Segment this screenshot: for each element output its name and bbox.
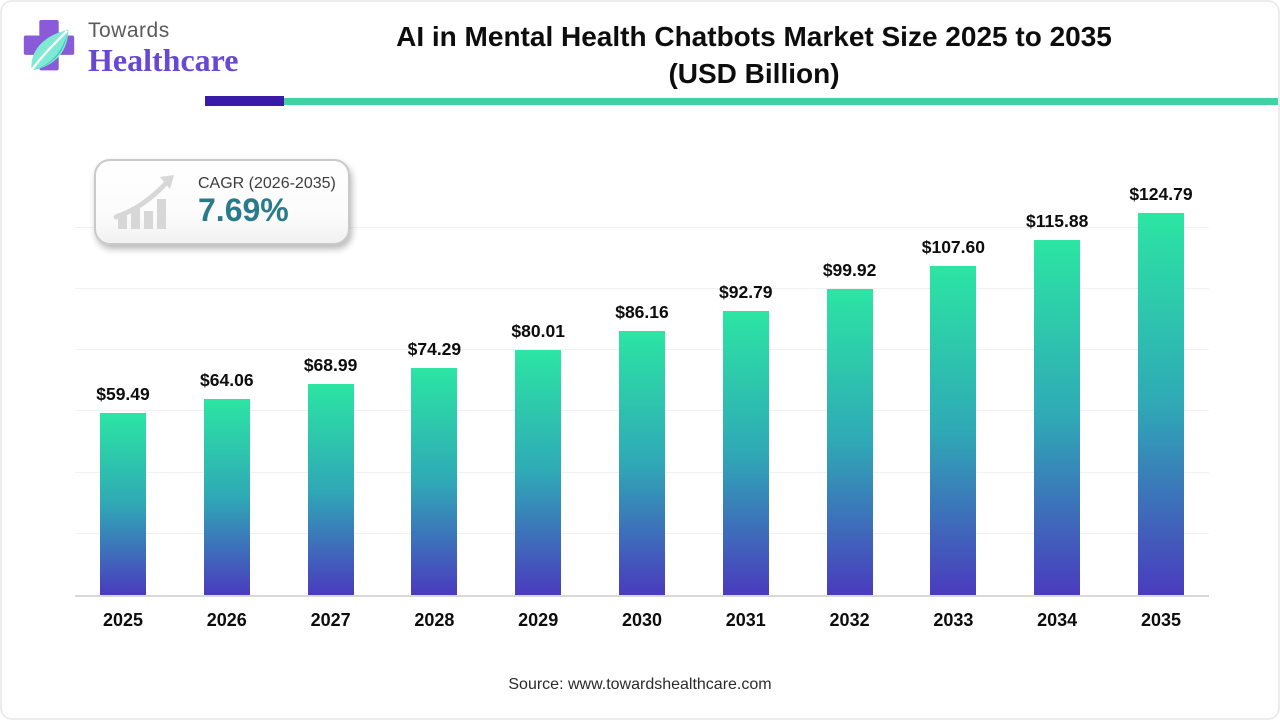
logo-cross-leaf-icon [23, 19, 75, 72]
bar [100, 412, 146, 595]
logo-towards-label: Towards [88, 19, 170, 43]
bar [515, 350, 562, 595]
bar-group: $107.60 [905, 167, 1001, 595]
x-axis-label: 2035 [1140, 610, 1181, 630]
divider-purple-segment [205, 96, 284, 106]
bar [1137, 213, 1184, 595]
bar [203, 398, 250, 595]
x-axis-label: 2027 [310, 610, 351, 630]
cagr-value: 7.69% [198, 192, 289, 229]
bar-value-label: $59.49 [96, 383, 150, 404]
bar-group: $74.29 [386, 167, 482, 595]
chart-title-line1: AI in Mental Health Chatbots Market Size… [396, 21, 1112, 52]
x-axis-label: 2026 [206, 610, 247, 630]
x-axis-label: 2031 [725, 610, 766, 630]
growth-chart-icon [113, 175, 174, 229]
bar-value-label: $68.99 [303, 354, 358, 375]
bar-chart-plot: $59.49 $64.06 $68.99 $74.29 $80.01 $86.16 $92.… [75, 167, 1209, 597]
bar-group: $68.99 [283, 167, 379, 595]
bar-value-label: $80.01 [511, 321, 565, 342]
x-axis-label: 2028 [414, 610, 455, 630]
towards-healthcare-logo: Towards Healthcare [18, 16, 238, 82]
bar [722, 311, 769, 595]
bar-value-label: $99.92 [822, 260, 877, 281]
bar-value-label: $86.16 [615, 302, 669, 323]
cagr-badge: CAGR (2026-2035) 7.69% [94, 159, 350, 245]
logo-text: Towards Healthcare [88, 20, 238, 78]
gridline [75, 226, 1209, 228]
bar-group: $92.79 [698, 167, 794, 595]
chart-title: AI in Mental Health Chatbots Market Size… [242, 18, 1266, 92]
bar-value-label: $74.29 [407, 338, 462, 359]
bar-group: $59.49 [75, 167, 171, 595]
bar [930, 265, 977, 595]
x-axis-label: 2029 [518, 610, 559, 630]
divider-teal-line [284, 98, 1278, 105]
bar [411, 367, 458, 595]
bar [307, 383, 354, 595]
x-axis-label: 2033 [933, 610, 974, 630]
bar-group: $115.88 [1009, 167, 1105, 595]
bar-value-label: $107.60 [921, 236, 985, 257]
logo-healthcare-label: Healthcare [88, 42, 239, 79]
bar-group: $86.16 [594, 167, 690, 595]
x-axis-labels: 2025 2026 2027 2028 2029 2030 2031 2032 2033 2034… [75, 610, 1209, 631]
chart-title-line2: (USD Billion) [668, 58, 840, 90]
bar [826, 289, 873, 595]
bar-value-label: $64.06 [200, 369, 254, 390]
bar-group: $64.06 [179, 167, 275, 595]
bar-value-label: $115.88 [1026, 211, 1089, 232]
bar-value-label: $92.79 [719, 282, 773, 303]
bar-group: $124.79 [1113, 167, 1209, 595]
bar [618, 331, 665, 595]
gridline [75, 288, 1209, 289]
x-axis-label: 2034 [1037, 610, 1078, 630]
bar-value-label: $124.79 [1129, 184, 1193, 205]
bar-group: $99.92 [802, 167, 898, 595]
x-axis-label: 2032 [829, 610, 870, 630]
cagr-text: CAGR (2026-2035) 7.69% [198, 175, 336, 228]
x-axis-label: 2030 [621, 610, 662, 630]
source-note: Source: www.towardshealthcare.com [508, 676, 772, 693]
bar [1034, 240, 1081, 595]
cagr-label: CAGR (2026-2035) [198, 175, 336, 193]
bar-group: $80.01 [490, 167, 586, 595]
x-axis-label: 2025 [102, 610, 144, 630]
